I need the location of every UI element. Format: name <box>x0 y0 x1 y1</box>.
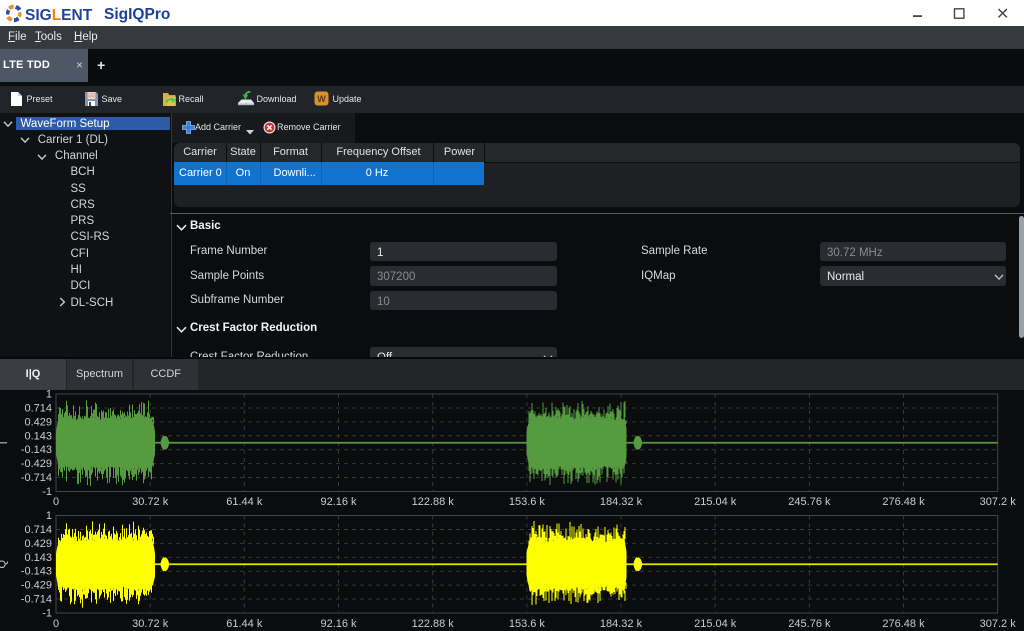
svg-text:153.6 k: 153.6 k <box>509 496 546 508</box>
svg-text:0: 0 <box>53 618 59 630</box>
svg-text:153.6 k: 153.6 k <box>509 618 546 630</box>
svg-text:1: 1 <box>46 390 52 401</box>
svg-text:-0.714: -0.714 <box>21 472 52 484</box>
svg-text:-0.429: -0.429 <box>21 580 52 592</box>
svg-text:92.16 k: 92.16 k <box>320 618 357 630</box>
svg-text:0.143: 0.143 <box>24 552 52 564</box>
svg-text:-0.429: -0.429 <box>21 458 52 470</box>
svg-text:W: W <box>317 94 326 104</box>
svg-text:245.76 k: 245.76 k <box>788 618 831 630</box>
svg-text:0.714: 0.714 <box>24 402 52 414</box>
svg-text:122.88 k: 122.88 k <box>412 618 455 630</box>
svg-text:276.48 k: 276.48 k <box>882 496 925 508</box>
svg-text:Q: Q <box>0 559 9 568</box>
svg-text:-0.143: -0.143 <box>21 444 52 456</box>
svg-text:0.429: 0.429 <box>24 538 52 550</box>
svg-text:0: 0 <box>53 496 59 508</box>
svg-text:245.76 k: 245.76 k <box>788 496 831 508</box>
svg-text:215.04 k: 215.04 k <box>694 496 737 508</box>
svg-text:-0.143: -0.143 <box>21 566 52 578</box>
svg-text:1: 1 <box>46 510 52 522</box>
svg-text:92.16 k: 92.16 k <box>320 496 357 508</box>
svg-text:61.44 k: 61.44 k <box>226 618 263 630</box>
svg-text:307.2 k: 307.2 k <box>980 618 1017 630</box>
svg-text:61.44 k: 61.44 k <box>226 496 263 508</box>
svg-text:122.88 k: 122.88 k <box>412 496 455 508</box>
svg-text:I: I <box>0 441 10 444</box>
svg-text:276.48 k: 276.48 k <box>882 618 925 630</box>
svg-text:0.429: 0.429 <box>24 416 52 428</box>
svg-text:30.72 k: 30.72 k <box>132 496 169 508</box>
svg-text:0.143: 0.143 <box>24 430 52 442</box>
svg-text:-1: -1 <box>42 486 52 498</box>
svg-text:-1: -1 <box>42 608 52 620</box>
svg-text:215.04 k: 215.04 k <box>694 618 737 630</box>
svg-text:184.32 k: 184.32 k <box>600 496 643 508</box>
svg-text:184.32 k: 184.32 k <box>600 618 643 630</box>
svg-text:0.714: 0.714 <box>24 524 52 536</box>
svg-text:-0.714: -0.714 <box>21 594 52 606</box>
svg-text:307.2 k: 307.2 k <box>980 496 1017 508</box>
svg-text:30.72 k: 30.72 k <box>132 618 169 630</box>
